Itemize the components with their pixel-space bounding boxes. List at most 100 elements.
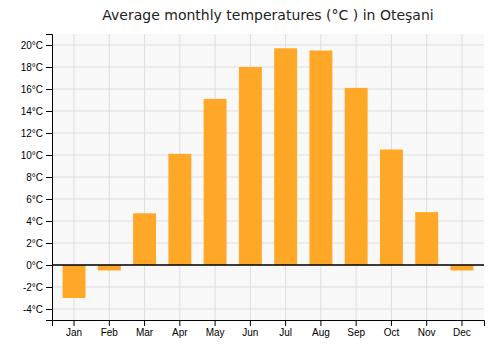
y-tick-label: 20°C [21, 40, 43, 51]
x-tick-mark [285, 320, 286, 326]
x-tick-mark [215, 320, 216, 326]
y-tick-label: 12°C [21, 128, 43, 139]
x-tick-mark [179, 320, 180, 326]
x-tick-mark [144, 320, 145, 326]
bar [204, 99, 227, 265]
y-tick: 12°C [21, 128, 52, 139]
grid-line [461, 34, 462, 320]
x-tick: Mar [136, 320, 154, 338]
bar [380, 150, 403, 266]
y-tick-mark [46, 45, 52, 46]
x-tick-label: Oct [384, 327, 400, 338]
grid-line [52, 45, 484, 46]
y-tick: 20°C [21, 40, 52, 51]
x-tick-label: Jun [242, 327, 258, 338]
y-tick-mark [46, 111, 52, 112]
grid-line [52, 199, 484, 200]
bar [309, 51, 332, 266]
x-tick: Jan [66, 320, 82, 338]
plot-background [52, 34, 484, 320]
x-tick: Jul [279, 320, 292, 338]
grid-line [52, 133, 484, 134]
x-tick-label: Dec [453, 327, 471, 338]
x-tick-mark [461, 320, 462, 326]
x-tick-mark [391, 320, 392, 326]
y-tick-mark [46, 199, 52, 200]
x-tick: Sep [347, 320, 365, 338]
x-tick-label: Mar [136, 327, 154, 338]
y-tick-mark [46, 67, 52, 68]
x-tick-mark [109, 320, 110, 326]
plot: Jan Feb Mar Apr May Jun Jul Aug Sep Oct Nov Dec -4°C… [21, 34, 485, 338]
grid-line [52, 155, 484, 156]
grid-line [52, 309, 484, 310]
chart: Jan Feb Mar Apr May Jun Jul Aug Sep Oct Nov Dec -4°C… [0, 0, 500, 350]
y-tick: 4°C [26, 216, 52, 227]
bar [239, 67, 262, 265]
bars [52, 48, 484, 298]
y-tick: -2°C [23, 282, 52, 293]
y-tick-mark [46, 177, 52, 178]
x-tick: May [206, 320, 225, 338]
y-tick: 2°C [26, 238, 52, 249]
x-tick-mark [356, 320, 357, 326]
y-tick: 6°C [26, 194, 52, 205]
y-tick-mark [46, 89, 52, 90]
x-tick-mark [250, 320, 251, 326]
grid-line [426, 34, 427, 320]
y-tick-label: -4°C [23, 304, 43, 315]
y-tick: -4°C [23, 304, 52, 315]
bar [133, 213, 156, 265]
y-tick-mark [46, 287, 52, 288]
bar [98, 265, 121, 271]
y-tick: 8°C [26, 172, 52, 183]
x-tick-mark [320, 320, 321, 326]
bar [345, 88, 368, 265]
x-tick: Feb [101, 320, 119, 338]
x-tick: Oct [384, 320, 400, 338]
y-tick-mark [46, 309, 52, 310]
y-tick-label: 14°C [21, 106, 43, 117]
y-tick: 14°C [21, 106, 52, 117]
grid-line [52, 287, 484, 288]
x-tick-label: Feb [101, 327, 119, 338]
grid-line [52, 67, 484, 68]
y-tick-label: 4°C [26, 216, 43, 227]
grid-line [109, 34, 110, 320]
x-tick: Apr [172, 320, 188, 338]
bar [274, 48, 297, 265]
bar [415, 212, 438, 265]
y-axis: -4°C -2°C 0°C 2°C 4°C 6°C 8°C 10°C 12°C 14°C 16°C 1… [21, 35, 53, 321]
y-tick: 18°C [21, 62, 52, 73]
x-axis: Jan Feb Mar Apr May Jun Jul Aug Sep Oct Nov Dec [53, 320, 485, 338]
x-tick-mark [74, 320, 75, 326]
grid-line [144, 34, 145, 320]
grid-line [52, 111, 484, 112]
y-tick-label: 6°C [26, 194, 43, 205]
y-tick-label: 0°C [26, 260, 43, 271]
x-axis-line [53, 321, 485, 327]
chart-container: Jan Feb Mar Apr May Jun Jul Aug Sep Oct Nov Dec -4°C… [0, 0, 500, 350]
y-tick-label: 8°C [26, 172, 43, 183]
y-tick: 0°C [26, 260, 52, 271]
y-tick-label: -2°C [23, 282, 43, 293]
y-tick-mark [46, 265, 52, 266]
x-tick-label: Apr [172, 327, 188, 338]
x-tick-label: Nov [418, 327, 436, 338]
title: Average monthly temperatures (°C ) in Ot… [102, 7, 433, 23]
x-tick: Dec [453, 320, 471, 338]
y-tick: 16°C [21, 84, 52, 95]
y-axis-line [46, 35, 53, 321]
grid [52, 34, 484, 320]
y-tick-label: 16°C [21, 84, 43, 95]
x-tick: Nov [418, 320, 436, 338]
y-tick-label: 2°C [26, 238, 43, 249]
x-tick: Jun [242, 320, 258, 338]
x-tick-label: Sep [347, 327, 365, 338]
bar [168, 154, 191, 265]
x-tick-label: Aug [312, 327, 330, 338]
y-tick-mark [46, 221, 52, 222]
y-tick: 10°C [21, 150, 52, 161]
y-tick-mark [46, 243, 52, 244]
y-tick-mark [46, 155, 52, 156]
